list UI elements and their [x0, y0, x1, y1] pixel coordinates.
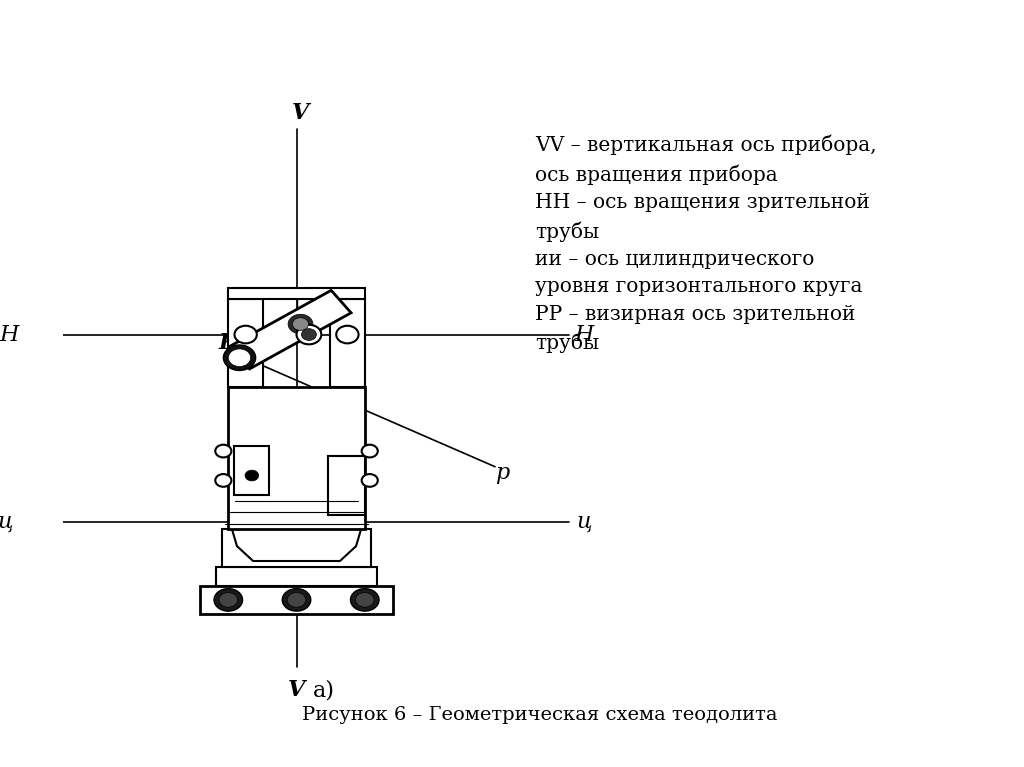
Circle shape	[283, 588, 311, 611]
Circle shape	[219, 593, 238, 607]
Circle shape	[234, 326, 257, 344]
Circle shape	[301, 329, 316, 341]
Circle shape	[245, 470, 259, 481]
Bar	[216, 567, 377, 586]
Bar	[228, 387, 365, 529]
Text: ц: ц	[0, 511, 12, 532]
Circle shape	[293, 318, 308, 331]
Text: VV – вертикальная ось прибора,
ось вращения прибора
НН – ось вращения зрительной: VV – вертикальная ось прибора, ось враще…	[536, 135, 877, 353]
Bar	[228, 288, 365, 299]
Bar	[228, 299, 263, 387]
Text: Рисунок 6 – Геометрическая схема теодолита: Рисунок 6 – Геометрическая схема теодоли…	[302, 706, 777, 724]
Text: ц: ц	[577, 511, 592, 532]
Circle shape	[361, 474, 378, 487]
Circle shape	[288, 314, 313, 334]
Circle shape	[223, 345, 256, 370]
Text: p: p	[496, 462, 510, 483]
Text: P: P	[219, 332, 236, 354]
Circle shape	[215, 474, 231, 487]
Circle shape	[215, 445, 231, 457]
Circle shape	[361, 445, 378, 457]
Circle shape	[336, 326, 358, 344]
Bar	[328, 456, 365, 515]
Text: H: H	[0, 324, 18, 346]
Text: а): а)	[312, 679, 335, 701]
Bar	[201, 586, 392, 614]
Bar	[330, 299, 365, 387]
Circle shape	[350, 588, 379, 611]
Circle shape	[287, 593, 306, 607]
Circle shape	[228, 349, 251, 367]
Circle shape	[297, 324, 322, 344]
Circle shape	[214, 588, 243, 611]
Circle shape	[355, 593, 374, 607]
Polygon shape	[229, 291, 351, 369]
Text: H: H	[574, 324, 594, 346]
Text: V: V	[292, 102, 309, 124]
Bar	[234, 446, 269, 495]
Text: V: V	[288, 679, 305, 701]
Bar	[222, 529, 371, 567]
